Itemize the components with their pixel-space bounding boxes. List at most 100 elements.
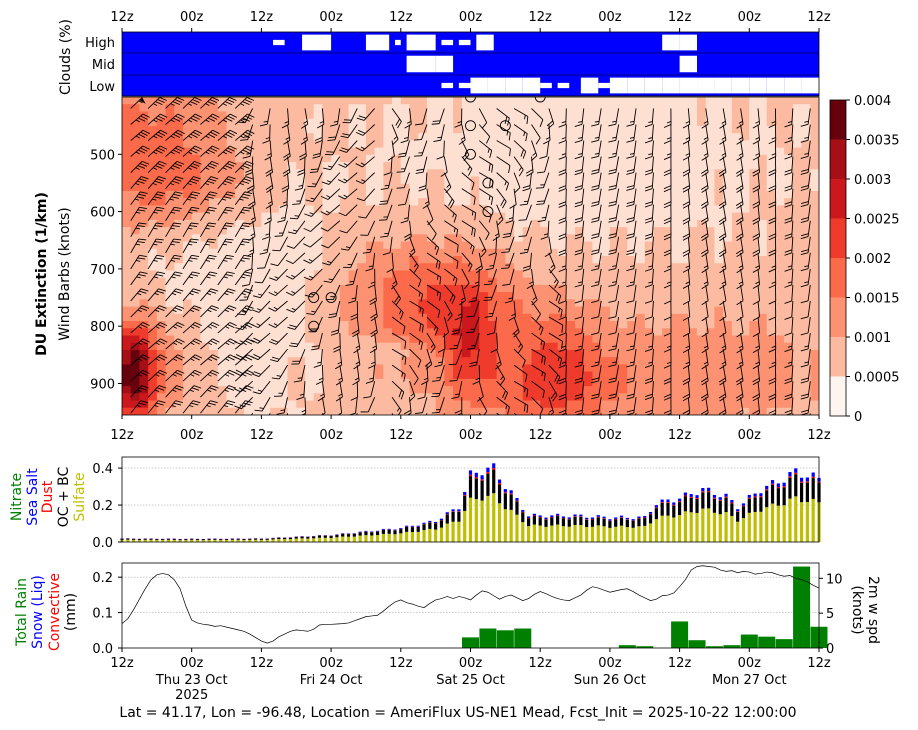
du-field-cell	[278, 299, 289, 308]
du-field-cell	[662, 299, 672, 308]
du-field-cell	[374, 176, 384, 185]
du-field-cell	[627, 234, 637, 243]
clouds-panel: High Mid Low Clouds (%) 12z 00z 12z 00z 12z 0…	[58, 10, 831, 97]
wind-barb	[251, 348, 271, 361]
du-field-cell	[653, 277, 663, 286]
du-field-cell	[435, 219, 445, 228]
du-field-cell	[618, 227, 628, 235]
du-field-cell	[636, 97, 646, 105]
wind-barb-half	[222, 103, 227, 106]
du-field-cell	[505, 407, 515, 415]
du-field-cell	[270, 133, 280, 141]
du-field-cell	[496, 169, 506, 178]
du-field-cell	[609, 183, 620, 192]
du-field-cell	[679, 263, 689, 272]
wind-barb-half	[135, 119, 140, 123]
du-field-cell	[583, 118, 594, 127]
du-field-cell	[758, 162, 768, 170]
du-field-cell	[618, 349, 628, 358]
wind-barb-half	[224, 389, 229, 392]
wind-barb	[217, 321, 237, 334]
du-field-cell	[270, 248, 280, 257]
du-field-cell	[122, 364, 132, 373]
du-field-cell	[165, 140, 175, 149]
wind-barb-half	[205, 211, 211, 214]
wind-barb-half	[239, 182, 245, 186]
du-field-cell	[191, 125, 202, 134]
du-field-cell	[758, 154, 768, 163]
du-field-cell	[392, 154, 402, 163]
du-field-cell	[731, 321, 742, 329]
wind-barb-full	[262, 236, 270, 240]
du-field-cell	[810, 111, 819, 120]
wind-barb-half	[153, 103, 158, 106]
wind-barb-full	[358, 115, 367, 119]
du-field-cell	[618, 198, 628, 207]
du-field-cell	[322, 263, 332, 272]
du-field-cell	[278, 162, 289, 170]
du-field-cell	[609, 371, 620, 380]
cloud-clear-block	[662, 34, 680, 51]
du-field-cell	[165, 118, 175, 127]
du-field-cell	[261, 147, 271, 156]
du-field-cell	[505, 277, 515, 286]
du-field-cell	[165, 104, 175, 113]
du-field-cell	[165, 335, 175, 344]
du-field-cell	[566, 342, 576, 351]
du-field-cell	[810, 234, 819, 243]
wind-barb-full	[343, 119, 352, 121]
wind-barb	[350, 300, 359, 321]
du-field-cell	[400, 227, 411, 235]
du-field-cell	[426, 125, 437, 134]
du-field-cell	[670, 104, 681, 113]
du-field-cell	[209, 364, 219, 373]
wind-barb	[314, 124, 323, 144]
du-field-cell	[182, 299, 193, 308]
du-field-cell	[618, 407, 628, 415]
du-field-cell	[749, 125, 759, 134]
wind-barb-full	[285, 259, 294, 264]
du-field-cell	[592, 190, 602, 199]
du-field-cell	[435, 349, 445, 358]
du-field-cell	[461, 198, 472, 207]
du-field-cell	[461, 162, 472, 170]
du-field-cell	[505, 176, 515, 185]
du-field-cell	[191, 306, 202, 315]
wind-barb	[200, 145, 220, 157]
du-field-cell	[261, 349, 271, 358]
du-field-cell	[200, 371, 210, 380]
du-field-cell	[383, 335, 393, 344]
du-field-cell	[444, 198, 454, 207]
du-field-cell	[261, 162, 271, 170]
du-field-cell	[339, 378, 350, 387]
du-field-cell	[453, 263, 463, 272]
du-field-cell	[461, 97, 472, 105]
wind-barb	[239, 284, 254, 301]
du-field-cell	[139, 118, 149, 127]
wind-barb-full	[392, 139, 399, 146]
du-field-cell	[540, 162, 550, 170]
wind-barb	[338, 172, 358, 184]
clouds-top-tick-label: 12z	[110, 10, 134, 25]
du-field-cell	[400, 313, 411, 322]
du-field-cell	[792, 306, 803, 315]
du-field-cell	[156, 111, 167, 120]
wind-barb-full	[305, 199, 314, 203]
wind-barb-full	[210, 400, 218, 404]
du-field-cell	[601, 241, 611, 250]
du-field-cell	[470, 313, 480, 322]
du-field-cell	[670, 284, 681, 293]
du-field-cell	[575, 335, 585, 344]
du-field-cell	[148, 328, 158, 337]
du-field-cell	[670, 219, 681, 228]
du-field-cell	[792, 277, 803, 286]
wind-barb-full	[172, 225, 180, 227]
du-field-cell	[313, 277, 323, 286]
du-field-cell	[566, 162, 576, 170]
du-field-cell	[496, 154, 506, 163]
du-field-cell	[139, 292, 149, 300]
wind-barb-full	[136, 196, 145, 199]
du-field-cell	[487, 234, 498, 243]
du-field-cell	[174, 357, 184, 366]
wind-barb-staff	[304, 413, 308, 415]
